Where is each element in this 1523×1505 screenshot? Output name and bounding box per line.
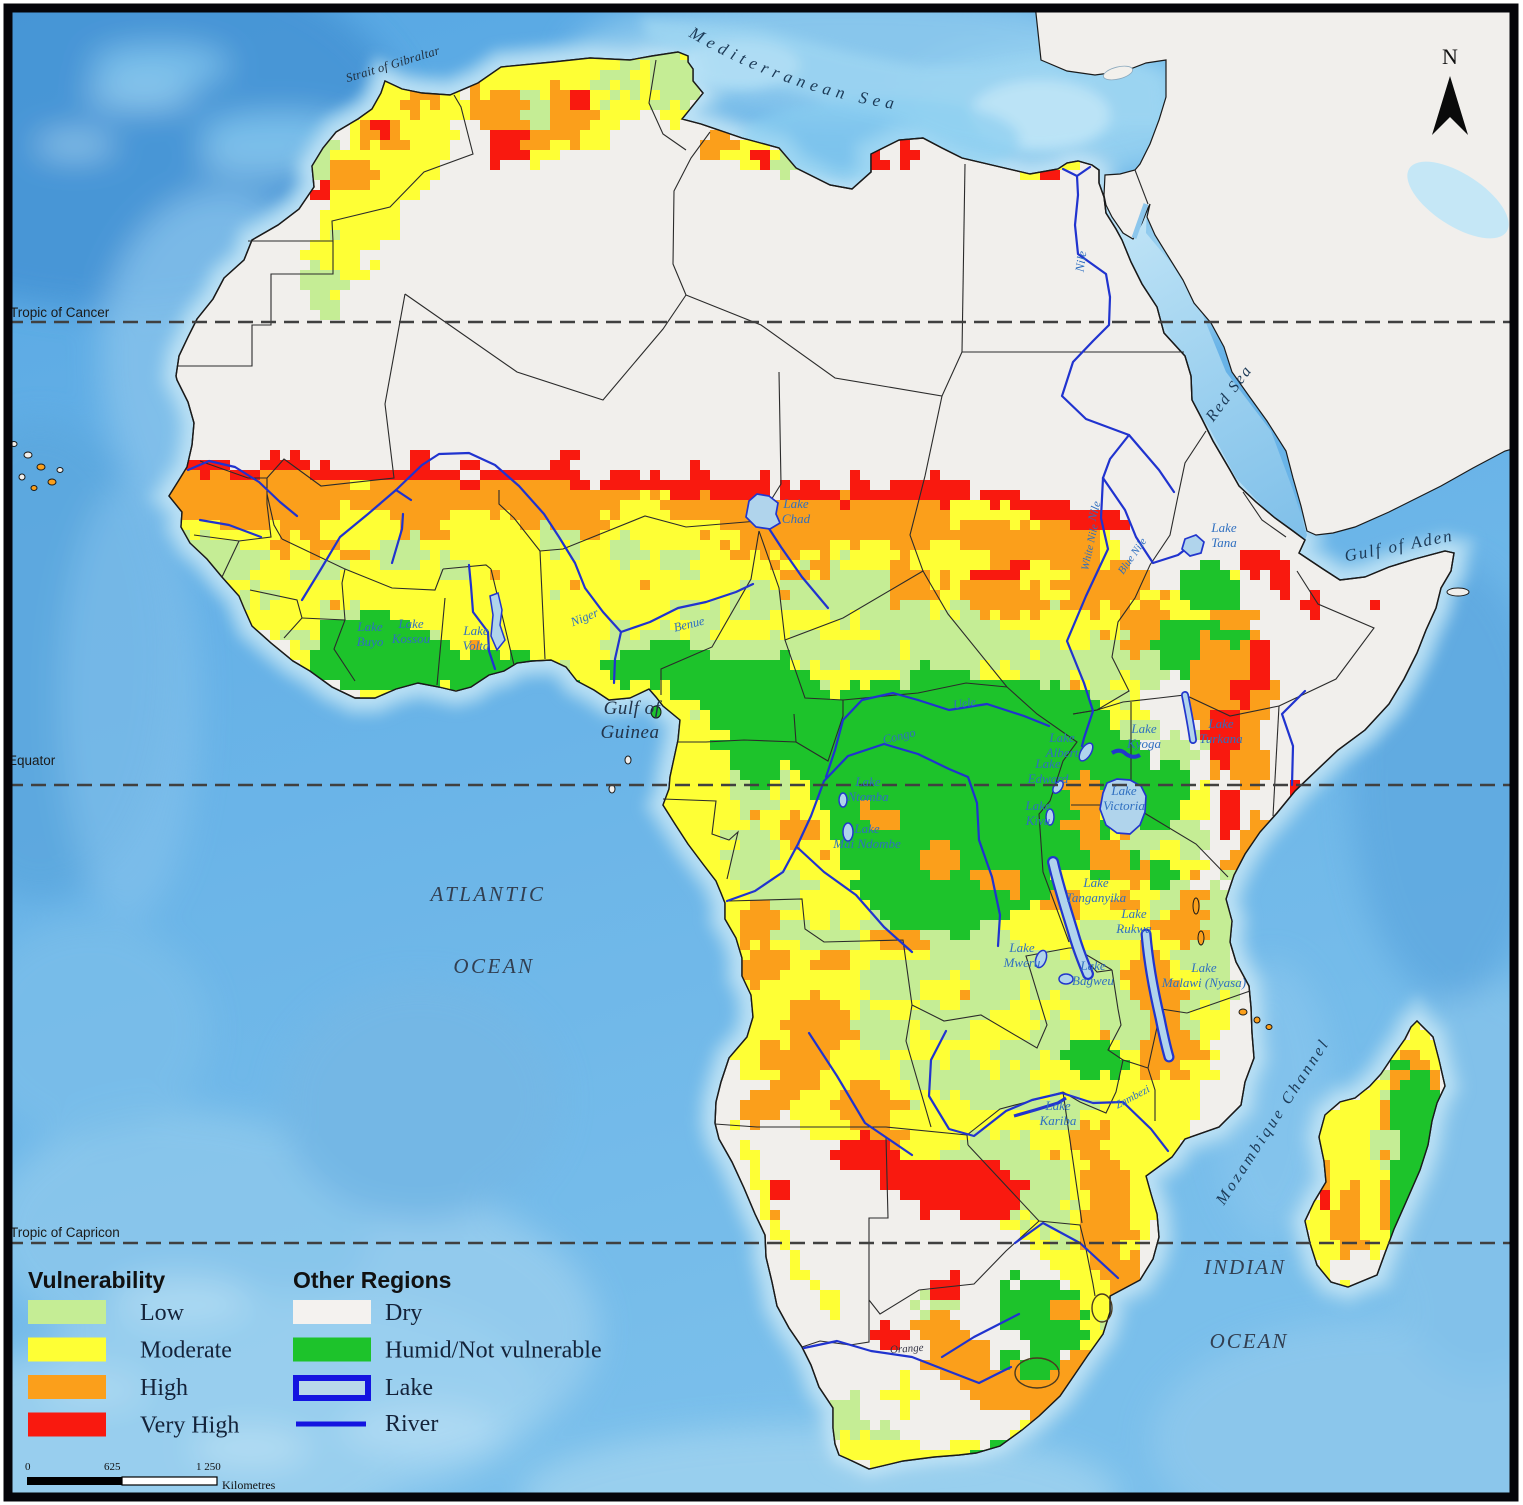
svg-text:Mweru: Mweru: [1003, 955, 1041, 970]
svg-text:Lake: Lake: [1024, 798, 1051, 813]
svg-text:Bagweu: Bagweu: [1072, 973, 1114, 988]
svg-text:Very High: Very High: [140, 1413, 239, 1439]
svg-text:Chad: Chad: [782, 511, 811, 526]
svg-text:Nile: Nile: [1085, 499, 1104, 524]
svg-text:INDIAN: INDIAN: [1203, 1255, 1286, 1279]
svg-text:Lake: Lake: [854, 774, 881, 789]
svg-text:Tropic of Capricon: Tropic of Capricon: [10, 1225, 120, 1240]
svg-text:Rukwa: Rukwa: [1115, 921, 1152, 936]
svg-text:Albert: Albert: [1045, 745, 1079, 760]
svg-text:ATLANTIC: ATLANTIC: [429, 882, 546, 906]
svg-text:625: 625: [104, 1461, 121, 1473]
svg-text:Malawi (Nyasa): Malawi (Nyasa): [1161, 975, 1246, 990]
svg-text:Tana: Tana: [1211, 535, 1237, 550]
svg-text:Equator: Equator: [8, 753, 56, 768]
svg-text:Guinea: Guinea: [601, 722, 660, 743]
svg-text:Kossou: Kossou: [391, 631, 431, 646]
svg-text:Lake: Lake: [1008, 940, 1035, 955]
svg-text:Lake: Lake: [1207, 716, 1234, 731]
svg-text:Vulnerability: Vulnerability: [28, 1267, 165, 1293]
svg-text:Dry: Dry: [385, 1300, 422, 1326]
svg-text:Lake: Lake: [462, 623, 489, 638]
svg-text:Ntomba: Ntomba: [846, 789, 889, 804]
svg-text:Nile: Nile: [1073, 250, 1090, 274]
svg-text:Lake: Lake: [1048, 730, 1075, 745]
svg-text:Victoria: Victoria: [1103, 798, 1145, 813]
svg-text:Lake: Lake: [356, 619, 383, 634]
svg-text:Lake: Lake: [385, 1375, 433, 1401]
svg-text:Gulf of: Gulf of: [604, 698, 663, 719]
svg-text:Other Regions: Other Regions: [293, 1267, 451, 1293]
svg-text:Lake: Lake: [1044, 1098, 1071, 1113]
svg-text:Lake: Lake: [782, 496, 809, 511]
svg-text:Tanganyika: Tanganyika: [1066, 890, 1127, 905]
svg-text:High: High: [140, 1375, 188, 1401]
svg-text:Turkana: Turkana: [1199, 731, 1243, 746]
svg-text:Lake: Lake: [397, 616, 424, 631]
svg-text:Volta: Volta: [463, 638, 490, 653]
svg-text:1 250: 1 250: [196, 1461, 221, 1473]
svg-text:River: River: [385, 1411, 438, 1437]
svg-text:Moderate: Moderate: [140, 1338, 232, 1364]
svg-text:Kariba: Kariba: [1039, 1113, 1077, 1128]
svg-text:Humid/Not vulnerable: Humid/Not vulnerable: [385, 1338, 602, 1364]
svg-text:Lake: Lake: [1190, 960, 1217, 975]
svg-text:Mai Ndombe: Mai Ndombe: [832, 836, 901, 851]
svg-text:Lake: Lake: [1034, 756, 1061, 771]
svg-text:N: N: [1442, 44, 1458, 69]
svg-text:Lake: Lake: [1210, 520, 1237, 535]
svg-text:Lake: Lake: [1130, 721, 1157, 736]
svg-text:Kilometres: Kilometres: [222, 1478, 276, 1492]
svg-text:Tropic of Cancer: Tropic of Cancer: [10, 305, 110, 320]
svg-text:0: 0: [25, 1461, 31, 1473]
svg-text:Lake: Lake: [1082, 875, 1109, 890]
svg-text:Edward: Edward: [1027, 771, 1069, 786]
svg-text:Lake: Lake: [1120, 906, 1147, 921]
svg-text:Low: Low: [140, 1300, 185, 1326]
svg-text:Kivu: Kivu: [1025, 813, 1051, 828]
svg-text:Lake: Lake: [853, 821, 880, 836]
svg-text:Uele: Uele: [952, 694, 977, 711]
svg-text:Lake: Lake: [1110, 783, 1137, 798]
svg-text:OCEAN: OCEAN: [453, 954, 534, 978]
svg-text:Lake: Lake: [1079, 958, 1106, 973]
svg-text:Kyoga: Kyoga: [1126, 736, 1161, 751]
svg-text:OCEAN: OCEAN: [1210, 1329, 1289, 1353]
svg-text:Orange: Orange: [890, 1342, 924, 1356]
svg-text:Buyo: Buyo: [357, 634, 384, 649]
